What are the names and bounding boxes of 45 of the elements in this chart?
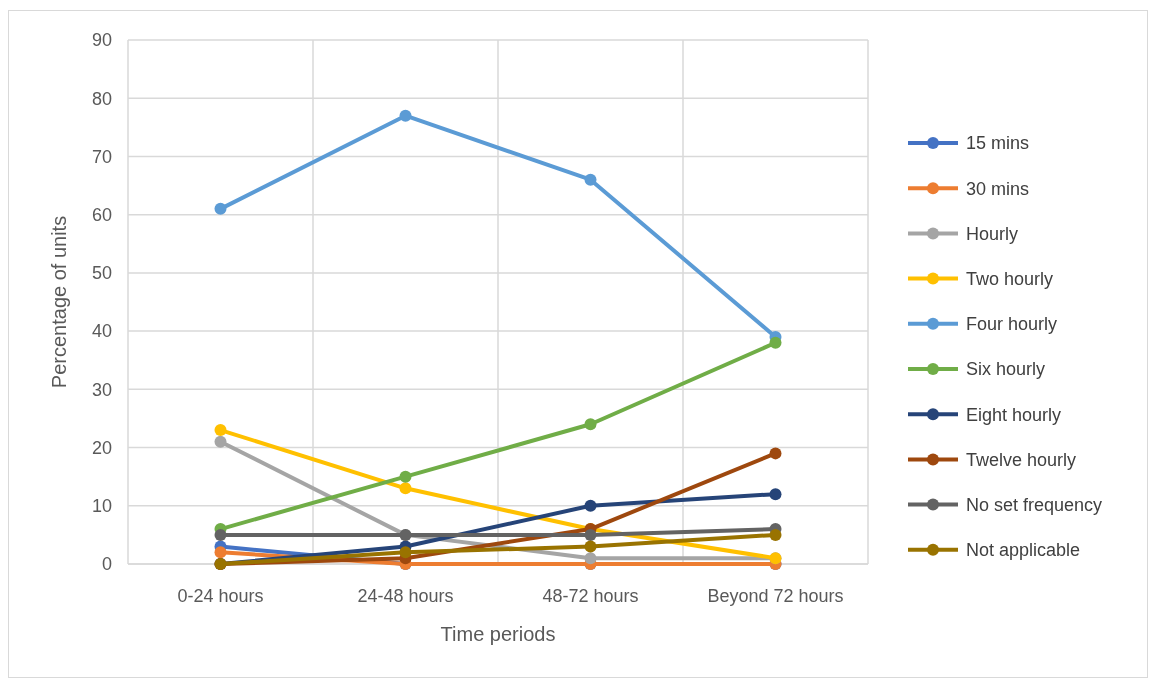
point	[769, 528, 782, 541]
y-tick-label: 90	[91, 30, 112, 51]
point	[214, 546, 227, 559]
legend-label: Four hourly	[966, 314, 1058, 335]
y-tick-label: 70	[91, 146, 112, 167]
legend-label: No set frequency	[966, 494, 1103, 515]
y-tick-label: 80	[91, 88, 112, 109]
legend-label: Not applicable	[966, 540, 1081, 561]
legend-label: Two hourly	[966, 268, 1054, 289]
y-tick-label: 20	[91, 437, 112, 458]
point	[769, 336, 782, 349]
legend-label: Twelve hourly	[966, 449, 1077, 470]
point	[214, 202, 227, 215]
point	[584, 173, 597, 186]
legend-label: 15 mins	[966, 133, 1030, 154]
point	[584, 418, 597, 431]
point	[769, 447, 782, 460]
x-axis-title: Time periods	[440, 623, 556, 645]
point	[584, 499, 597, 512]
point	[584, 552, 597, 565]
point	[399, 546, 412, 559]
point	[399, 109, 412, 122]
y-tick-label: 40	[91, 321, 112, 342]
y-tick-label: 60	[91, 204, 112, 225]
legend-label: Hourly	[966, 223, 1019, 244]
x-tick-label: 24-48 hours	[357, 586, 454, 606]
legend-label: Eight hourly	[966, 404, 1062, 425]
point	[399, 482, 412, 495]
point	[214, 435, 227, 448]
y-axis-title: Percentage of units	[48, 215, 70, 389]
point	[584, 528, 597, 541]
legend-label: Six hourly	[966, 359, 1046, 380]
x-tick-label: 48-72 hours	[542, 586, 639, 606]
x-tick-label: 0-24 hours	[177, 586, 264, 606]
legend-label: 30 mins	[966, 178, 1030, 199]
point	[214, 424, 227, 437]
point	[769, 488, 782, 501]
point	[214, 528, 227, 541]
x-tick-label: Beyond 72 hours	[707, 586, 844, 606]
y-tick-label: 50	[91, 263, 112, 284]
point	[399, 470, 412, 483]
y-tick-label: 30	[91, 379, 112, 400]
point	[584, 540, 597, 553]
y-tick-label: 10	[91, 496, 112, 517]
y-tick-label: 0	[101, 554, 112, 575]
